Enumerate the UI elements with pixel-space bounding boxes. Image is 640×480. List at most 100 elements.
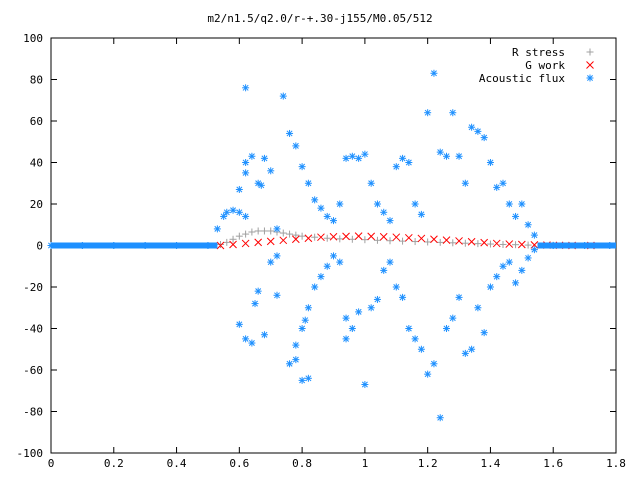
- data-point: [260, 154, 268, 162]
- data-point: [399, 237, 407, 245]
- data-point: [336, 200, 344, 208]
- data-point: [257, 181, 265, 189]
- data-point: [342, 335, 350, 343]
- data-point: [480, 134, 488, 142]
- chart-title: m2/n1.5/q2.0/r-+.30-j155/M0.05/512: [207, 12, 432, 25]
- data-point: [217, 240, 224, 248]
- data-point: [493, 273, 501, 281]
- data-point: [291, 235, 300, 244]
- data-point: [248, 152, 256, 160]
- data-point: [342, 314, 350, 322]
- data-point: [304, 304, 312, 312]
- data-point: [273, 225, 281, 233]
- data-point: [304, 179, 312, 187]
- x-tick-label: 0: [48, 457, 55, 470]
- data-point: [455, 152, 463, 160]
- data-point: [461, 239, 469, 247]
- data-point: [241, 239, 250, 248]
- data-point: [530, 246, 538, 254]
- data-point: [279, 92, 287, 100]
- data-point: [524, 241, 532, 249]
- data-point: [380, 208, 388, 216]
- x-tick-label: 1: [362, 457, 369, 470]
- data-point: [505, 240, 514, 248]
- data-point: [386, 258, 394, 266]
- data-point: [355, 154, 363, 162]
- series-acoustic-flux: [47, 69, 614, 422]
- legend-marker: [586, 48, 594, 56]
- data-point: [267, 258, 275, 266]
- data-point: [392, 163, 400, 171]
- x-tick-label: 0.6: [229, 457, 249, 470]
- data-point: [354, 232, 363, 241]
- data-point: [216, 241, 225, 250]
- data-point: [373, 236, 381, 244]
- data-point: [424, 370, 432, 378]
- data-point: [235, 320, 243, 328]
- data-point: [436, 238, 444, 246]
- data-point: [424, 109, 432, 117]
- data-point: [229, 240, 237, 249]
- data-point: [248, 228, 256, 236]
- data-point: [273, 291, 281, 299]
- data-point: [499, 240, 507, 248]
- data-point: [449, 314, 457, 322]
- data-point: [220, 212, 228, 220]
- x-tick-label: 0.2: [104, 457, 124, 470]
- data-point: [260, 227, 268, 235]
- data-point: [348, 235, 356, 243]
- data-point: [436, 148, 444, 156]
- legend-marker: [586, 61, 594, 69]
- data-point: [524, 221, 532, 229]
- data-point: [430, 360, 438, 368]
- series-layer: [47, 69, 616, 422]
- legend-label: R stress: [512, 46, 565, 59]
- data-point: [323, 234, 331, 242]
- data-point: [223, 238, 231, 246]
- data-point: [405, 325, 413, 332]
- flux-baseline: [51, 242, 616, 249]
- data-point: [355, 308, 363, 316]
- data-point: [474, 127, 482, 135]
- y-tick-label: 100: [23, 32, 43, 45]
- x-tick-label: 1.2: [418, 457, 438, 470]
- legend-marker: [586, 74, 594, 82]
- data-point: [499, 262, 507, 270]
- data-point: [512, 212, 520, 220]
- data-point: [254, 227, 262, 235]
- data-point: [386, 237, 394, 245]
- data-point: [530, 231, 538, 239]
- data-point: [512, 279, 520, 287]
- data-point: [417, 210, 425, 218]
- data-point: [330, 217, 337, 225]
- data-point: [404, 233, 413, 242]
- data-point: [524, 254, 532, 262]
- data-point: [292, 231, 300, 239]
- y-tick-label: 40: [30, 157, 43, 170]
- data-point: [304, 234, 313, 243]
- data-point: [242, 335, 250, 343]
- data-point: [367, 304, 375, 312]
- data-point: [367, 232, 376, 241]
- y-tick-label: 20: [30, 198, 43, 211]
- data-point: [311, 196, 319, 204]
- data-point: [480, 238, 489, 247]
- data-point: [373, 295, 381, 303]
- data-point: [392, 233, 401, 242]
- data-point: [379, 232, 388, 241]
- data-point: [292, 356, 300, 364]
- data-point: [260, 331, 268, 339]
- data-point: [386, 217, 394, 225]
- data-point: [411, 238, 419, 246]
- data-point: [329, 232, 338, 241]
- data-point: [380, 266, 388, 274]
- data-point: [348, 152, 356, 160]
- data-point: [279, 236, 288, 245]
- data-point: [492, 239, 501, 248]
- data-point: [298, 232, 306, 240]
- data-point: [267, 167, 275, 175]
- x-tick-label: 0.4: [167, 457, 187, 470]
- data-point: [443, 325, 450, 332]
- data-point: [467, 237, 476, 246]
